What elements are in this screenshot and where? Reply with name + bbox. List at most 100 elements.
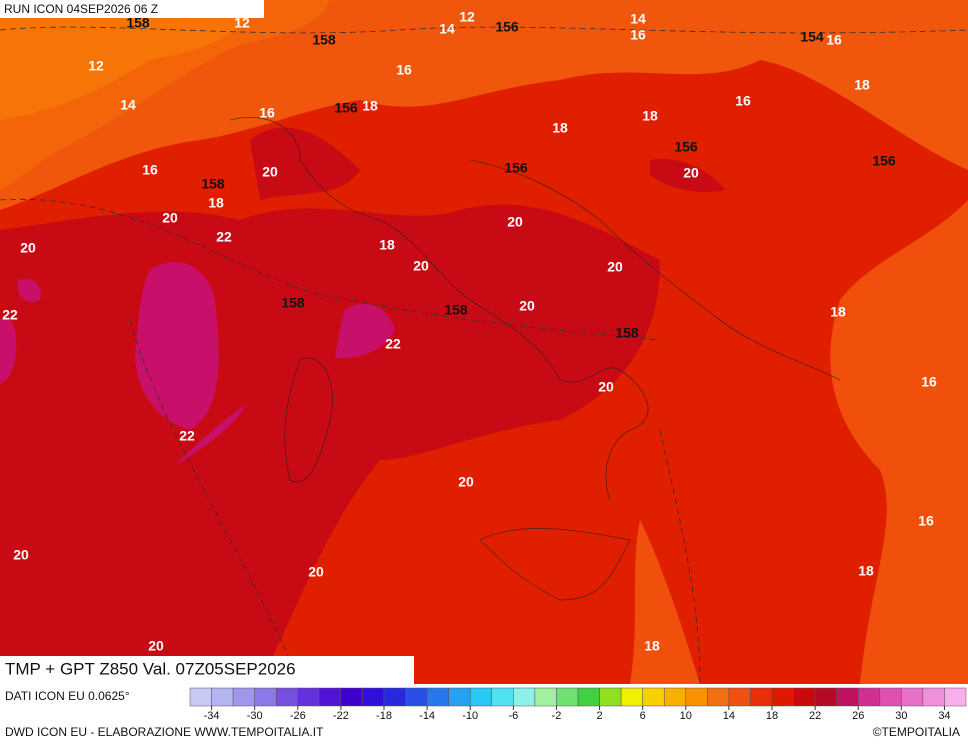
map-title: TMP + GPT Z850 Val. 07Z05SEP2026 — [5, 659, 296, 678]
legend-swatch — [513, 687, 536, 707]
legend-tick-label: 2 — [596, 710, 602, 722]
temperature-label: 18 — [362, 98, 378, 114]
temperature-label: 20 — [262, 164, 278, 180]
legend-tick-label: 10 — [680, 710, 692, 722]
legend-swatch — [771, 687, 794, 707]
geopotential-label: 156 — [872, 153, 896, 169]
geopotential-label: 158 — [312, 32, 336, 48]
temperature-label: 22 — [385, 336, 401, 352]
temperature-label: 18 — [854, 77, 870, 93]
temperature-label: 14 — [120, 97, 136, 113]
temp-zone — [18, 278, 41, 302]
legend-tick-label: -30 — [247, 710, 263, 722]
geopotential-label: 158 — [615, 325, 639, 341]
temp-zone — [175, 405, 245, 465]
geopotential-label: 156 — [334, 100, 358, 116]
legend-tick-label: -18 — [376, 710, 392, 722]
data-source: DATI ICON EU 0.0625° — [5, 689, 130, 703]
legend-swatch — [728, 687, 751, 707]
legend-tick-label: 18 — [766, 710, 778, 722]
legend-swatch — [426, 687, 449, 707]
legend-swatch — [793, 687, 816, 707]
legend-tick-label: 30 — [895, 710, 907, 722]
geopotential-label: 156 — [504, 160, 528, 176]
temperature-label: 18 — [858, 563, 874, 579]
temperature-label: 20 — [607, 259, 623, 275]
title-box — [0, 656, 414, 684]
legend-swatch — [944, 687, 967, 707]
copyright: ©TEMPOITALIA — [873, 725, 960, 739]
legend-swatch — [319, 687, 342, 707]
legend-swatch — [405, 687, 428, 707]
legend-swatch — [599, 687, 622, 707]
credit: DWD ICON EU - ELABORAZIONE WWW.TEMPOITAL… — [5, 725, 324, 739]
legend-swatch — [534, 687, 557, 707]
temperature-label: 14 — [439, 21, 455, 37]
legend-swatch — [254, 687, 277, 707]
legend-swatch — [685, 687, 708, 707]
temperature-label: 18 — [552, 120, 568, 136]
legend-swatch — [297, 687, 320, 707]
temperature-label: 16 — [396, 62, 412, 78]
temperature-label: 20 — [598, 379, 614, 395]
temp-zone — [0, 0, 330, 190]
temperature-label: 18 — [208, 195, 224, 211]
geopotential-label: 158 — [201, 176, 225, 192]
temp-zone — [630, 520, 700, 684]
geopotential-label: 158 — [126, 15, 150, 31]
legend-swatch — [707, 687, 730, 707]
legend-tick-label: 6 — [640, 710, 646, 722]
legend-swatch — [448, 687, 471, 707]
temp-zone — [0, 317, 17, 385]
temperature-label: 12 — [234, 15, 250, 31]
legend-swatch — [879, 687, 902, 707]
temperature-label: 20 — [308, 564, 324, 580]
legend-tick-label: -6 — [508, 710, 518, 722]
temperature-label: 16 — [918, 513, 934, 529]
temperature-label: 22 — [216, 229, 232, 245]
legend-swatch — [232, 687, 255, 707]
geopotential-label: 158 — [281, 295, 305, 311]
legend-tick-label: -10 — [462, 710, 478, 722]
temp-zone — [335, 303, 395, 359]
temperature-label: 16 — [259, 105, 275, 121]
temperature-label: 14 — [630, 11, 646, 27]
legend-tick-label: -22 — [333, 710, 349, 722]
legend-swatch — [814, 687, 837, 707]
legend-swatch — [642, 687, 665, 707]
temperature-label: 16 — [921, 374, 937, 390]
legend-swatch — [857, 687, 881, 707]
legend-swatch — [189, 687, 212, 707]
temp-zone — [0, 0, 968, 210]
temperature-label: 22 — [179, 428, 195, 444]
legend-tick-label: 14 — [723, 710, 735, 722]
geopotential-label: 156 — [674, 139, 698, 155]
legend-tick-label: 26 — [852, 710, 864, 722]
temperature-label: 20 — [148, 638, 164, 654]
temperature-label: 20 — [683, 165, 699, 181]
legend-swatch — [577, 687, 600, 707]
legend-tick-label: -2 — [552, 710, 562, 722]
temperature-label: 20 — [507, 214, 523, 230]
legend-tick-label: -14 — [419, 710, 435, 722]
legend-tick-label: -26 — [290, 710, 306, 722]
legend-swatch — [275, 687, 299, 707]
temperature-label: 20 — [458, 474, 474, 490]
legend-swatch — [836, 687, 859, 707]
temperature-label: 18 — [642, 108, 658, 124]
legend-tick-label: -34 — [204, 710, 220, 722]
legend-swatch — [469, 687, 493, 707]
geopotential-label: 156 — [495, 19, 519, 35]
temperature-label: 20 — [519, 298, 535, 314]
temperature-label: 20 — [162, 210, 178, 226]
legend-swatch — [211, 687, 234, 707]
temp-zone — [650, 159, 725, 192]
legend-swatch — [383, 687, 406, 707]
legend-swatch — [362, 687, 385, 707]
temperature-label: 18 — [379, 237, 395, 253]
coastlines — [229, 117, 841, 601]
temperature-label: 20 — [413, 258, 429, 274]
legend-swatch — [620, 687, 643, 707]
